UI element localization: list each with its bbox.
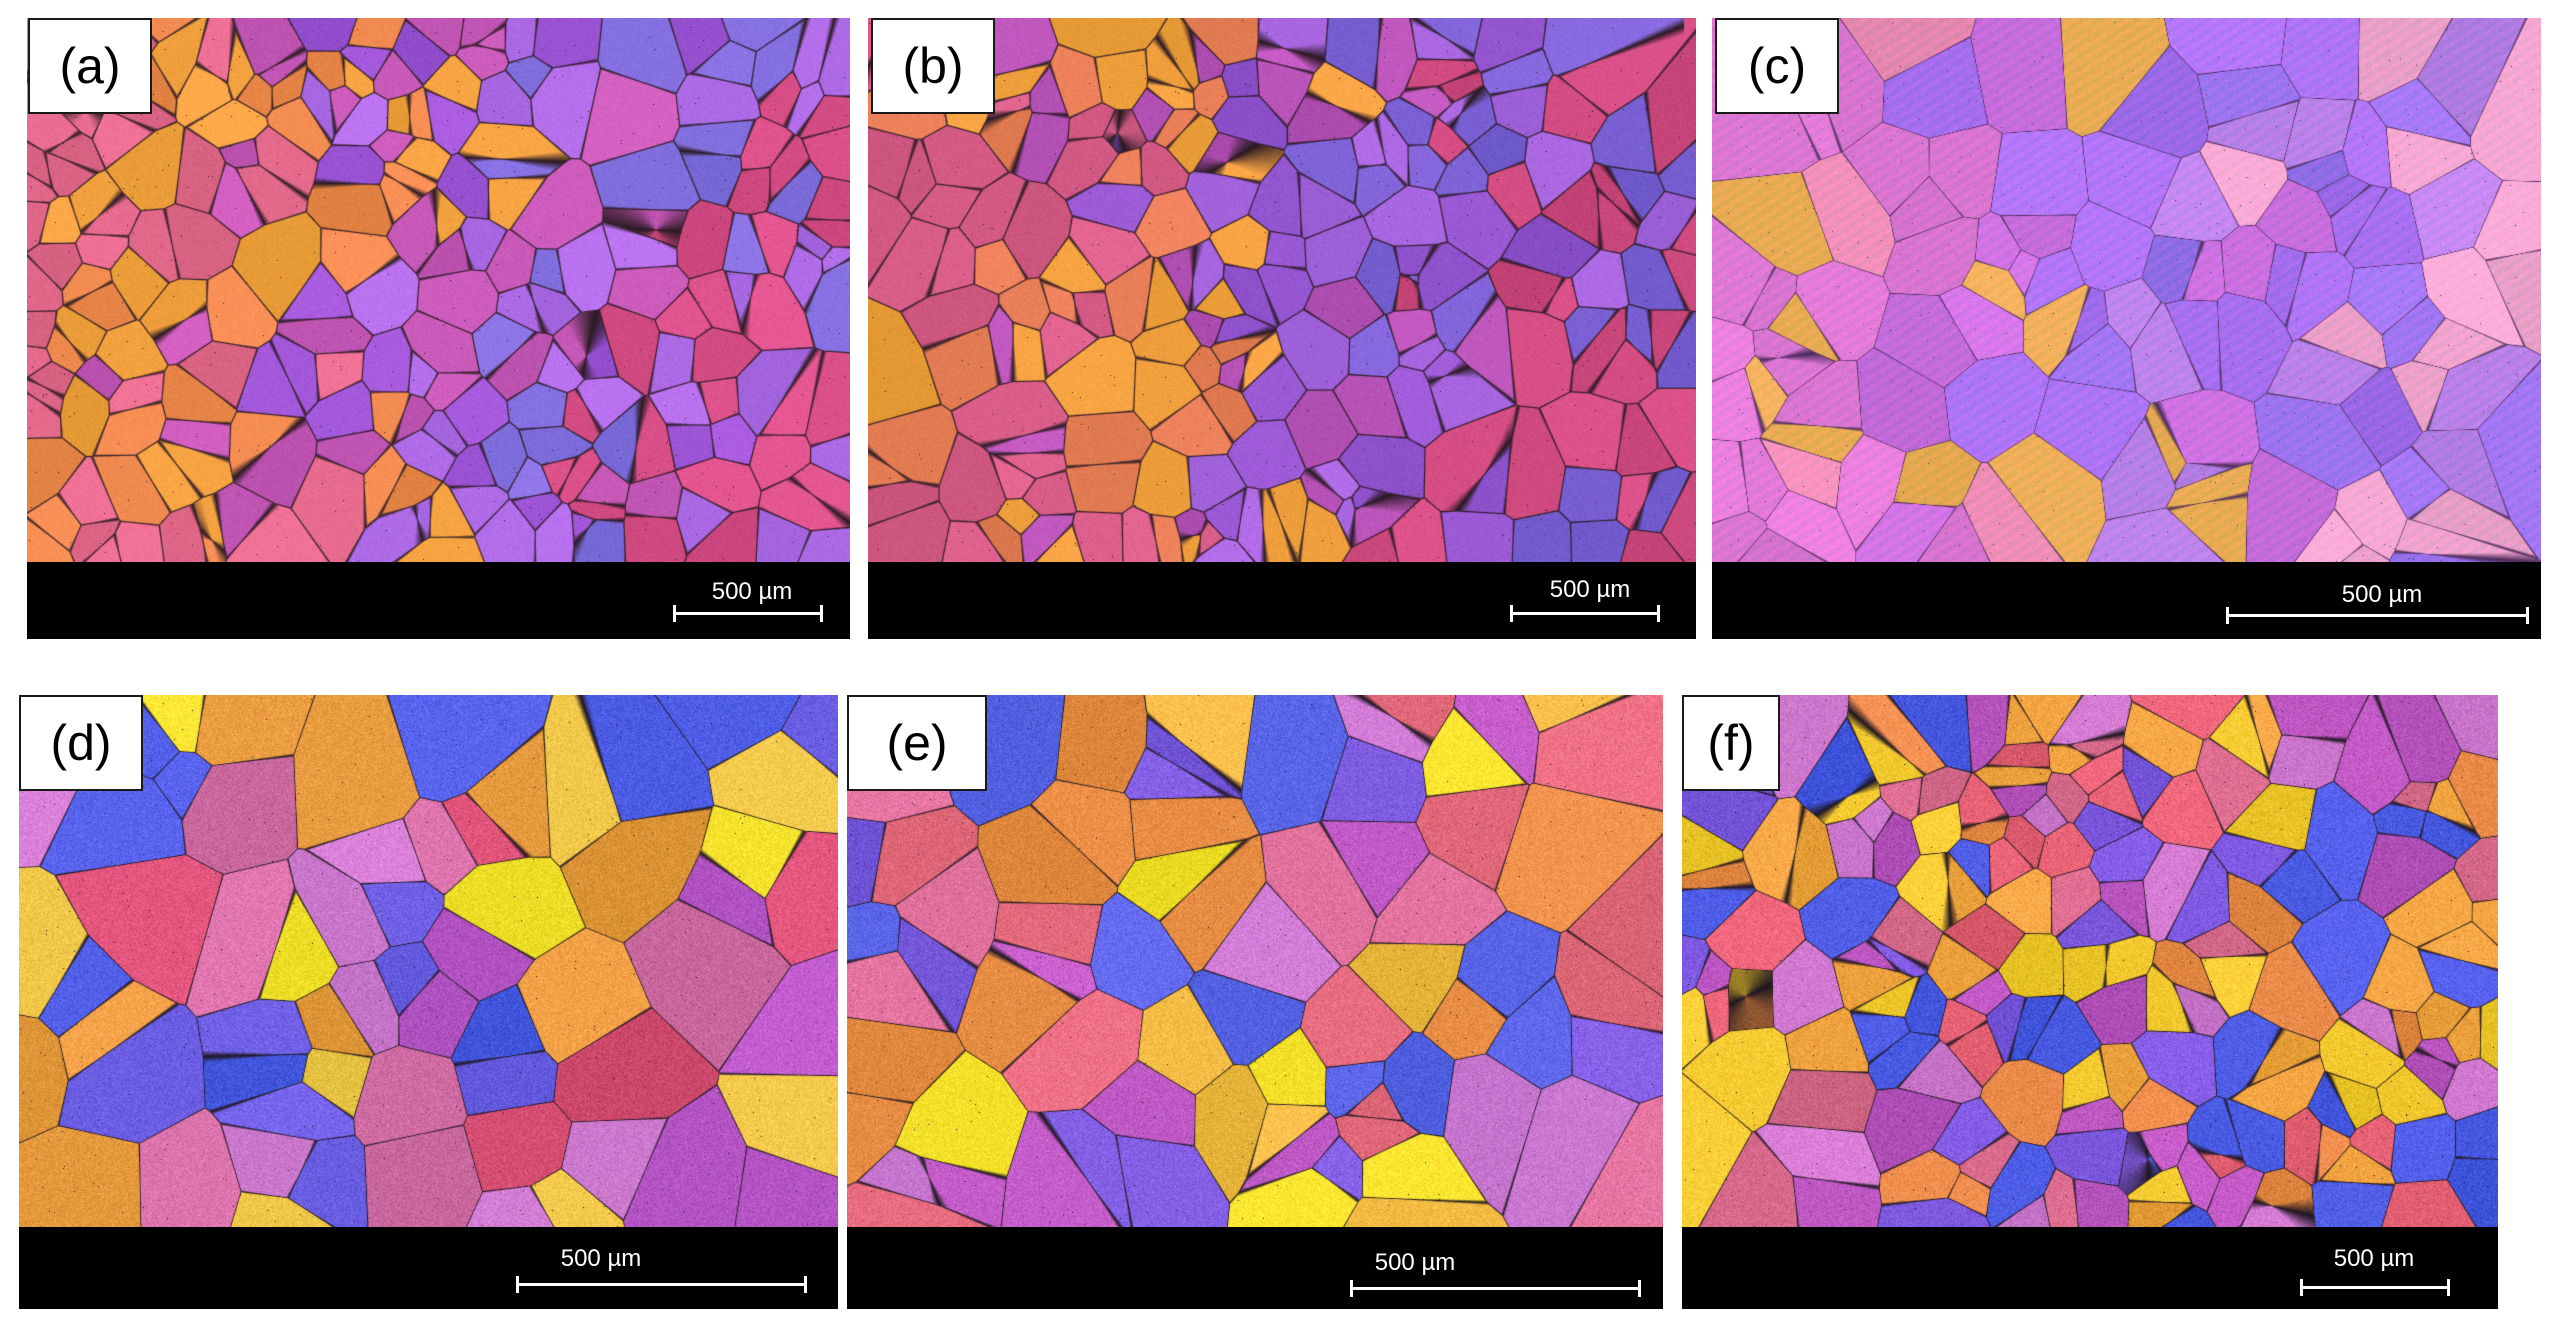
scale-bar-label-a: 500 µm xyxy=(711,578,793,605)
micrograph-panel-d: (d) 500 µm xyxy=(19,695,838,1309)
micrograph-panel-e: (e) 500 µm xyxy=(847,695,1663,1309)
micrograph-image-f xyxy=(1682,695,2498,1227)
scale-databar-c xyxy=(1712,562,2541,639)
panel-label-d: (d) xyxy=(19,695,143,791)
panel-label-e: (e) xyxy=(847,695,987,791)
scale-bar-d xyxy=(516,1276,807,1293)
scale-bar-b xyxy=(1510,605,1660,622)
scale-bar-label-d: 500 µm xyxy=(560,1245,642,1272)
scale-databar-f xyxy=(1682,1227,2498,1309)
scale-bar-label-e: 500 µm xyxy=(1374,1249,1456,1276)
micrograph-image-c xyxy=(1712,18,2541,562)
micrograph-panel-f: (f) 500 µm xyxy=(1682,695,2498,1309)
micrograph-panel-b: (b) 500 µm xyxy=(868,18,1696,639)
panel-label-c: (c) xyxy=(1715,18,1839,114)
micrograph-panel-c: (c) 500 µm xyxy=(1712,18,2541,639)
panel-label-b: (b) xyxy=(871,18,995,114)
panel-label-f: (f) xyxy=(1682,695,1780,791)
micrograph-image-d xyxy=(19,695,838,1227)
scale-bar-label-c: 500 µm xyxy=(2341,581,2423,608)
scale-databar-d xyxy=(19,1227,838,1309)
scale-bar-f xyxy=(2300,1279,2450,1296)
scale-databar-a xyxy=(27,562,850,639)
scale-databar-e xyxy=(847,1227,1663,1309)
scale-databar-b xyxy=(868,562,1696,639)
micrograph-image-a xyxy=(27,18,850,562)
scale-bar-a xyxy=(673,605,823,622)
panel-label-a: (a) xyxy=(28,18,152,114)
micrograph-image-b xyxy=(868,18,1696,562)
scale-bar-e xyxy=(1350,1280,1641,1297)
micrograph-panel-a: (a) 500 µm xyxy=(27,18,850,639)
scale-bar-label-b: 500 µm xyxy=(1549,576,1631,603)
scale-bar-label-f: 500 µm xyxy=(2333,1245,2415,1272)
scale-bar-c xyxy=(2226,607,2529,624)
